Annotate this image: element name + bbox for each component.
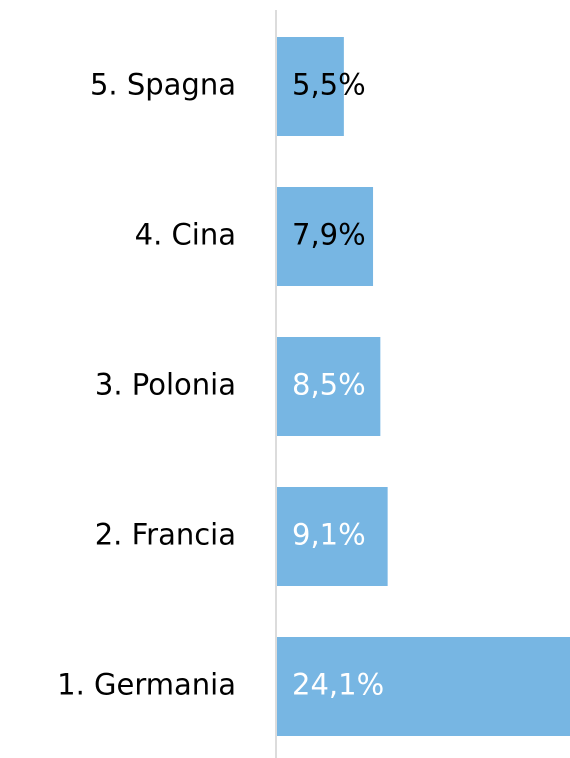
category-label: 3. Polonia (95, 368, 236, 402)
bar (277, 187, 374, 286)
bar (277, 637, 570, 736)
category-label: 2. Francia (95, 518, 236, 552)
bar (277, 337, 381, 436)
bar (277, 487, 388, 586)
value-label: 9,1% (292, 518, 366, 552)
category-label: 1. Germania (57, 668, 236, 702)
value-label: 24,1% (292, 668, 384, 702)
category-label: 5. Spagna (90, 68, 236, 102)
value-label: 5,5% (292, 68, 366, 102)
bar (277, 37, 344, 136)
value-label: 7,9% (292, 218, 366, 252)
value-label: 8,5% (292, 368, 366, 402)
category-label: 4. Cina (135, 218, 236, 252)
